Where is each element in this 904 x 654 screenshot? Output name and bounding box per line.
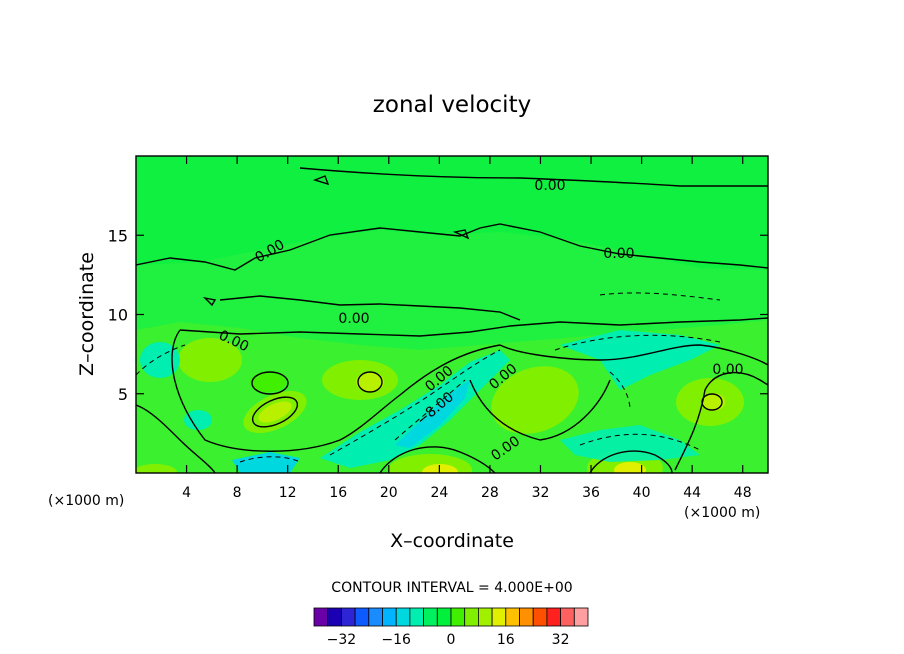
contour-lines <box>136 167 768 473</box>
y-axis-ticks: 5 10 15 <box>108 226 768 404</box>
y-axis-label: Z–coordinate <box>76 252 98 376</box>
contour-label: 0.00 <box>603 246 634 262</box>
positive-lobe <box>136 464 177 473</box>
negative-core <box>395 380 470 448</box>
negative-region <box>184 410 212 430</box>
x-tick-label: 12 <box>279 485 297 501</box>
x-tick-label: 40 <box>633 485 651 501</box>
colorbar-tick-label: 16 <box>497 632 515 648</box>
colorbar-swatch <box>560 607 575 627</box>
upper-band <box>136 156 768 270</box>
colorbar-tick-label: −16 <box>381 632 411 648</box>
colorbar-swatch <box>368 607 383 627</box>
colorbar-swatch <box>477 607 493 627</box>
colorbar-swatch <box>546 607 562 627</box>
colorbar-swatch <box>464 607 479 627</box>
colorbar-swatch <box>450 607 466 627</box>
x-tick-label: 48 <box>734 485 752 501</box>
x-axis-ticks: 4 8 12 16 20 24 28 32 36 40 44 48 <box>182 156 752 501</box>
colorbar-tick-label: −32 <box>327 632 357 648</box>
negative-region <box>140 342 180 378</box>
x-tick-label: 16 <box>329 485 347 501</box>
contour-field: 0.00 0.00 0.00 0.00 0.00 0.00 0.00 0.00 … <box>136 156 768 473</box>
x-tick-label: 8 <box>233 485 242 501</box>
colorbar-swatch <box>409 607 424 627</box>
y-tick-label: 10 <box>108 306 128 325</box>
chart-title: zonal velocity <box>373 92 531 118</box>
negative-region <box>560 330 720 390</box>
colorbar-swatch <box>532 607 548 627</box>
positive-core <box>701 393 725 411</box>
positive-core <box>422 464 458 473</box>
x-tick-label: 32 <box>532 485 550 501</box>
x-axis-label: X–coordinate <box>390 530 514 552</box>
positive-lobe <box>178 338 242 382</box>
x-tick-label: 4 <box>182 485 191 501</box>
colorbar-swatch <box>313 607 329 627</box>
dashed-contour-lines <box>136 292 721 463</box>
y-tick-label: 5 <box>118 385 128 404</box>
colorbar-swatch <box>519 607 534 627</box>
colorbar-swatch <box>354 607 370 627</box>
positive-core <box>356 372 384 392</box>
x-tick-label: 20 <box>380 485 398 501</box>
colorbar-swatch <box>327 607 342 627</box>
positive-lobe <box>250 372 286 392</box>
colorbar: −32 −16 0 16 32 <box>313 607 589 648</box>
colorbar-swatch <box>340 607 356 627</box>
positive-lobe <box>491 366 579 434</box>
contour-label: 0.00 <box>338 311 369 327</box>
contour-interval-text: CONTOUR INTERVAL = 4.000E+00 <box>331 580 572 596</box>
x-unit-left: (×1000 m) <box>48 493 124 509</box>
colorbar-swatch <box>395 607 411 627</box>
contour-label: 0.00 <box>534 178 565 194</box>
negative-region <box>560 425 700 462</box>
x-tick-label: 24 <box>430 485 448 501</box>
colorbar-swatch <box>491 607 507 627</box>
colorbar-swatch <box>573 607 589 627</box>
contour-label: 0.00 <box>712 362 743 378</box>
y-tick-label: 15 <box>108 226 128 245</box>
x-tick-label: 36 <box>582 485 600 501</box>
colorbar-swatch <box>505 607 520 627</box>
x-unit-right: (×1000 m) <box>684 505 760 521</box>
colorbar-tick-label: 32 <box>552 632 570 648</box>
colorbar-swatch <box>436 607 452 627</box>
positive-core <box>614 462 646 473</box>
negative-region <box>320 350 510 468</box>
colorbar-tick-label: 0 <box>447 632 456 648</box>
colorbar-swatch <box>382 607 397 627</box>
colorbar-swatch <box>423 607 438 627</box>
x-tick-label: 28 <box>481 485 499 501</box>
positive-core <box>258 401 292 423</box>
negative-region <box>232 452 300 473</box>
x-tick-label: 44 <box>683 485 701 501</box>
